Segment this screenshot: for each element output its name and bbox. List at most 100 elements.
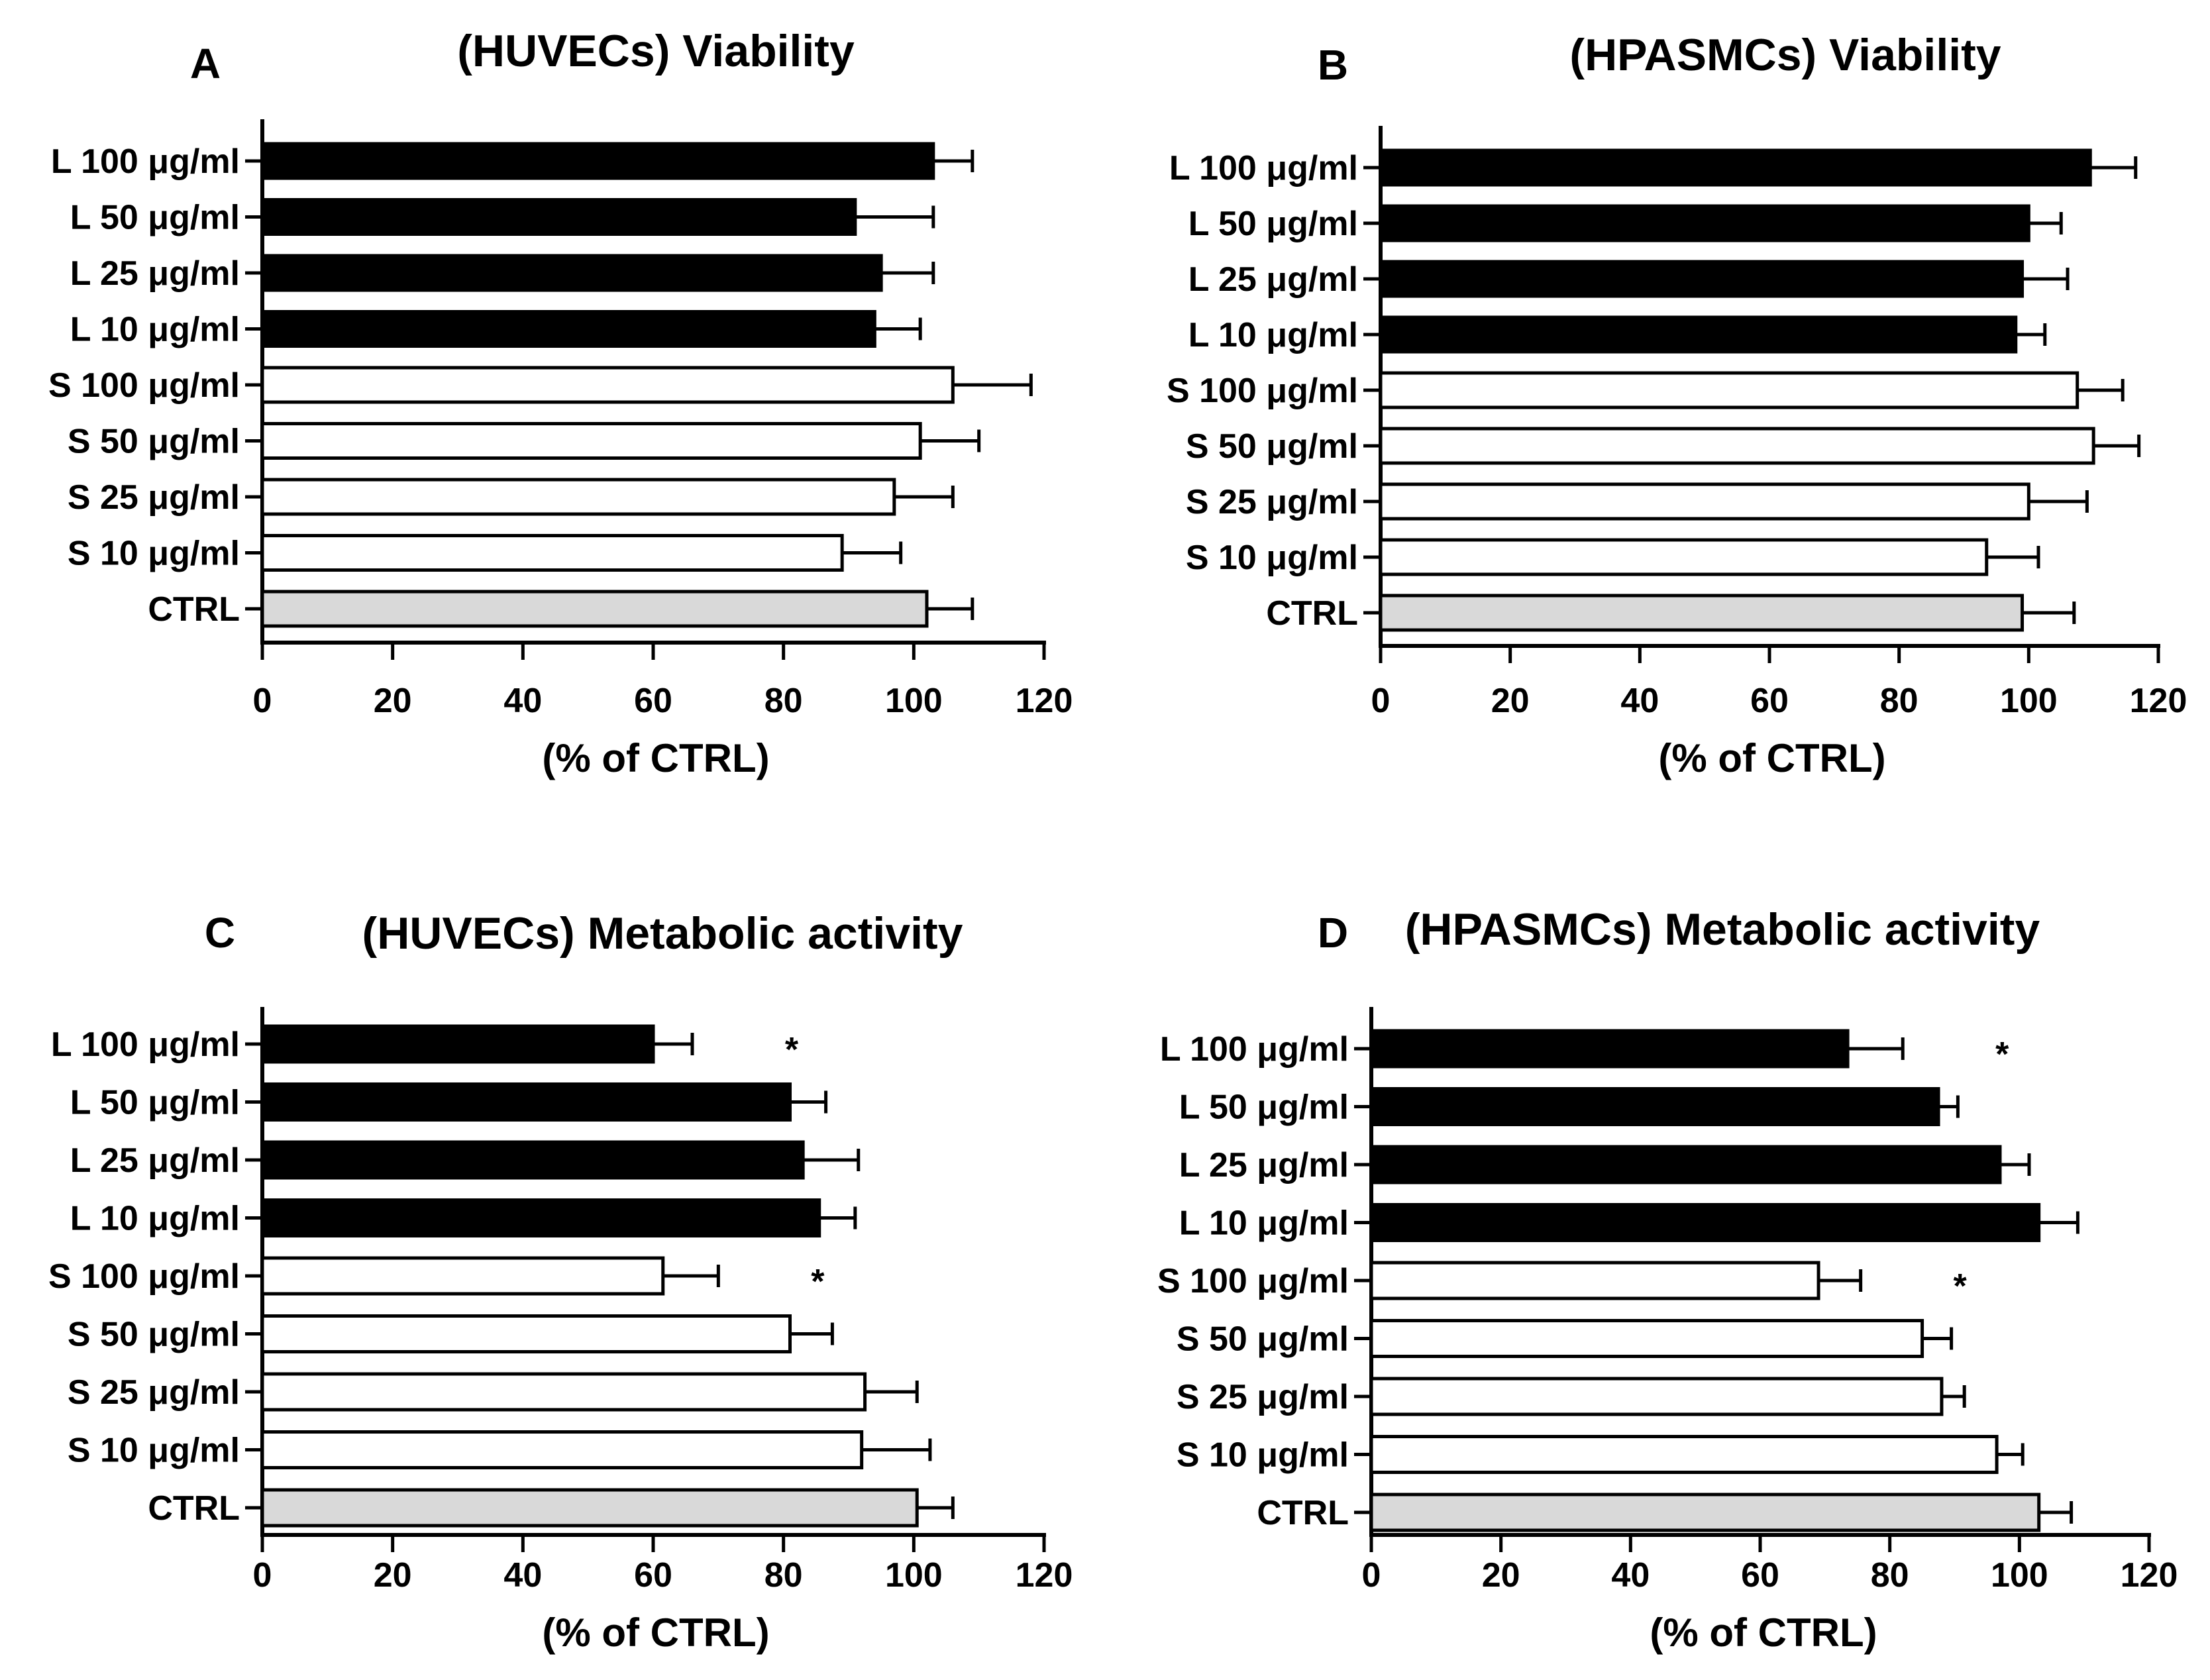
panel-b-x-tick-label: 80 (1880, 682, 1919, 720)
panel-c-x-tick-label: 100 (885, 1556, 943, 1595)
panel-a-category-label: L 10 μg/ml (70, 311, 240, 349)
panel-a-bar-s (260, 422, 922, 460)
panel-d-x-axis-label: (% of CTRL) (1650, 1610, 1877, 1655)
panel-c-category-label: L 50 μg/ml (70, 1084, 240, 1122)
panel-b-bar-s (1379, 482, 2030, 521)
panel-a-x-tick-label: 120 (1016, 682, 1073, 720)
panel-c-significance-marker: * (811, 1263, 825, 1301)
panel-d-category-label: CTRL (1257, 1494, 1349, 1532)
panel-d-significance-marker: * (1954, 1267, 1968, 1306)
panel-d: D (HPASMCs) Metabolic activity 0 20 40 60 80… (1157, 904, 2178, 1655)
panel-a-x-tick-label: 0 (253, 682, 272, 720)
panel-b-category-label: S 25 μg/ml (1186, 483, 1358, 521)
panel-a-category-label: L 50 μg/ml (70, 199, 240, 237)
panel-c-category-label: S 10 μg/ml (68, 1432, 240, 1470)
panel-a-category-label: S 100 μg/ml (48, 366, 240, 405)
panel-b-bar-s (1379, 538, 1989, 576)
panel-d-bar-l (1369, 1145, 2002, 1184)
panel-a-bar-ctrl (260, 590, 929, 628)
panel-a-bar-l (260, 254, 883, 292)
panel-d-bar-l (1369, 1087, 1940, 1126)
panel-d-category-label: L 25 μg/ml (1179, 1146, 1349, 1184)
panel-c-category-label: L 10 μg/ml (70, 1200, 240, 1238)
panel-b-category-label: L 50 μg/ml (1188, 205, 1358, 243)
panel-a-bar-s (260, 366, 955, 404)
panel-c-significance-marker: * (785, 1031, 799, 1069)
panel-b-x-tick-label: 0 (1371, 682, 1391, 720)
panel-c-category-label: CTRL (148, 1489, 240, 1528)
panel-c-bar-s (260, 1314, 792, 1353)
panel-d-plot: 0 20 40 60 80 100 120 L 100 μg/ml * L 50 μg/ml L 2… (1157, 1007, 2178, 1595)
panel-b-category-label: L 25 μg/ml (1188, 260, 1358, 299)
panel-a-bar-s (260, 478, 896, 516)
panel-b-bar-l (1379, 204, 2030, 242)
panel-b-x-tick-label: 40 (1620, 682, 1659, 720)
panel-a-x-axis-label: (% of CTRL) (542, 736, 769, 780)
panel-b-bar-ctrl (1379, 594, 2025, 632)
panel-letter-d: D (1318, 909, 1348, 957)
panel-b-title: (HPASMCs) Viability (1569, 30, 2001, 80)
panel-b-bar-l (1379, 315, 2018, 354)
panel-a-x-tick-label: 40 (503, 682, 542, 720)
panel-b-plot: 0 20 40 60 80 100 120 L 100 μg/ml L 50 μg/ml L 25… (1167, 126, 2187, 720)
panel-a-x-tick-label: 80 (764, 682, 803, 720)
panel-a-x-tick-label: 60 (634, 682, 672, 720)
panel-c: C (HUVECs) Metabolic activity 0 20 40 60 80 1… (48, 908, 1073, 1655)
panel-a-x-tick-label: 20 (374, 682, 412, 720)
panel-d-bar-s (1369, 1377, 1944, 1416)
panel-c-category-label: S 25 μg/ml (68, 1373, 240, 1412)
panel-a-category-label: S 10 μg/ml (68, 535, 240, 573)
panel-c-category-label: S 50 μg/ml (68, 1316, 240, 1354)
panel-a-plot: 0 20 40 60 80 100 120 L 100 μg/ml L 50 μg/ml L 25… (48, 119, 1073, 720)
panel-d-title: (HPASMCs) Metabolic activity (1405, 904, 2040, 955)
panel-d-x-tick-label: 60 (1741, 1556, 1779, 1595)
panel-a-bar-l (260, 142, 935, 180)
panel-a-bar-s (260, 534, 844, 572)
panel-d-x-tick-label: 80 (1871, 1556, 1909, 1595)
panel-d-x-tick-label: 120 (2121, 1556, 2178, 1595)
panel-b-category-label: L 100 μg/ml (1169, 149, 1358, 187)
panel-b-bar-s (1379, 371, 2079, 409)
panel-d-x-tick-label: 100 (1991, 1556, 2048, 1595)
panel-letter-b: B (1318, 41, 1348, 89)
panel-c-category-label: L 100 μg/ml (51, 1025, 240, 1064)
panel-b-category-label: S 10 μg/ml (1186, 539, 1358, 577)
panel-c-bar-s (260, 1430, 864, 1469)
panel-b-x-tick-label: 60 (1750, 682, 1789, 720)
panel-d-x-tick-label: 20 (1482, 1556, 1520, 1595)
panel-a: A (HUVECs) Viability 0 20 40 60 80 100 120 L 10… (48, 26, 1073, 780)
panel-d-significance-marker: * (1995, 1035, 2009, 1074)
panel-b-x-tick-label: 100 (2000, 682, 2058, 720)
panel-a-category-label: CTRL (148, 590, 240, 629)
panel-b-bar-s (1379, 427, 2095, 465)
panel-d-bar-s (1369, 1261, 1820, 1300)
panel-d-category-label: S 10 μg/ml (1177, 1436, 1349, 1475)
panel-a-bar-l (260, 310, 876, 348)
panel-c-category-label: S 100 μg/ml (48, 1257, 240, 1296)
panel-c-bar-l (260, 1198, 821, 1237)
panel-c-bar-l (260, 1140, 805, 1180)
panel-d-bar-s (1369, 1319, 1924, 1358)
panel-c-x-tick-label: 80 (764, 1556, 803, 1595)
panel-c-x-tick-label: 20 (374, 1556, 412, 1595)
panel-c-bar-s (260, 1372, 867, 1412)
panel-b-category-label: S 50 μg/ml (1186, 427, 1358, 466)
panel-d-category-label: S 50 μg/ml (1177, 1320, 1349, 1359)
panel-c-category-label: L 25 μg/ml (70, 1141, 240, 1180)
panel-d-bar-l (1369, 1029, 1850, 1069)
panel-c-x-axis-label: (% of CTRL) (542, 1610, 769, 1655)
panel-b-x-axis-label: (% of CTRL) (1658, 736, 1885, 780)
panel-a-category-label: S 25 μg/ml (68, 478, 240, 517)
panel-b: B (HPASMCs) Viability 0 20 40 60 80 100 120 L 1… (1167, 30, 2187, 780)
panel-b-category-label: CTRL (1266, 594, 1358, 633)
panel-d-x-tick-label: 0 (1362, 1556, 1381, 1595)
panel-a-category-label: L 25 μg/ml (70, 254, 240, 293)
panel-letter-c: C (205, 909, 235, 957)
panel-c-x-tick-label: 40 (503, 1556, 542, 1595)
panel-a-bar-l (260, 198, 857, 236)
panel-b-category-label: S 100 μg/ml (1167, 372, 1358, 410)
panel-a-title: (HUVECs) Viability (457, 26, 855, 76)
panel-b-x-tick-label: 20 (1491, 682, 1530, 720)
panel-c-title: (HUVECs) Metabolic activity (362, 908, 963, 959)
